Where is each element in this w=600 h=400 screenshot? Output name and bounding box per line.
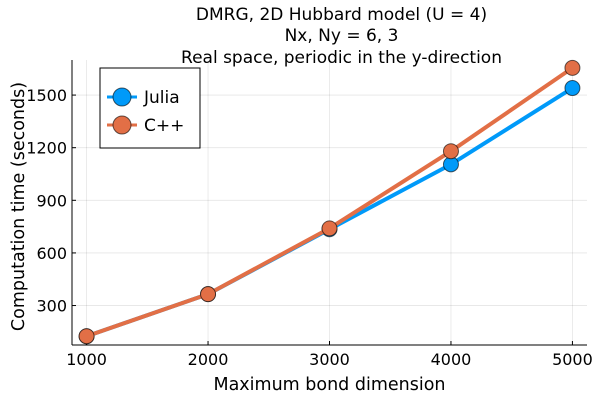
x-tick-label: 5000 [552,350,593,369]
data-point-julia [564,80,581,97]
labels: DMRG, 2D Hubbard model (U = 4) Nx, Ny = … [9,5,502,395]
chart-title-line-3: Real space, periodic in the y-direction [181,48,502,68]
data-point-c [564,59,581,76]
ticks: 1000 2000 3000 4000 5000 300 600 900 1200 1500 [26,86,593,369]
data-point-c [321,220,338,237]
legend: Julia C++ [99,67,201,149]
legend-label-c: C++ [144,116,184,136]
data-point-c [200,286,217,303]
legend-marker-julia [112,87,132,107]
y-tick-label: 300 [36,297,67,316]
data-point-c [442,143,459,160]
chart-title-line-1: DMRG, 2D Hubbard model (U = 4) [196,5,487,25]
legend-label-julia: Julia [143,88,180,108]
grid [72,60,587,345]
y-tick-label: 900 [36,191,67,210]
legend-marker-c [112,115,132,135]
series [78,59,581,345]
legend-box [99,67,201,149]
y-tick-label: 1500 [26,86,67,105]
y-axis-label: Computation time (seconds) [9,82,29,331]
x-tick-label: 3000 [309,350,350,369]
x-axis-label: Maximum bond dimension [213,375,445,395]
data-point-c [78,328,95,345]
x-tick-label: 2000 [188,350,229,369]
y-tick-label: 600 [36,244,67,263]
x-tick-label: 1000 [66,350,107,369]
chart-title-line-2: Nx, Ny = 6, 3 [285,26,399,46]
x-tick-label: 4000 [431,350,472,369]
y-tick-label: 1200 [26,139,67,158]
